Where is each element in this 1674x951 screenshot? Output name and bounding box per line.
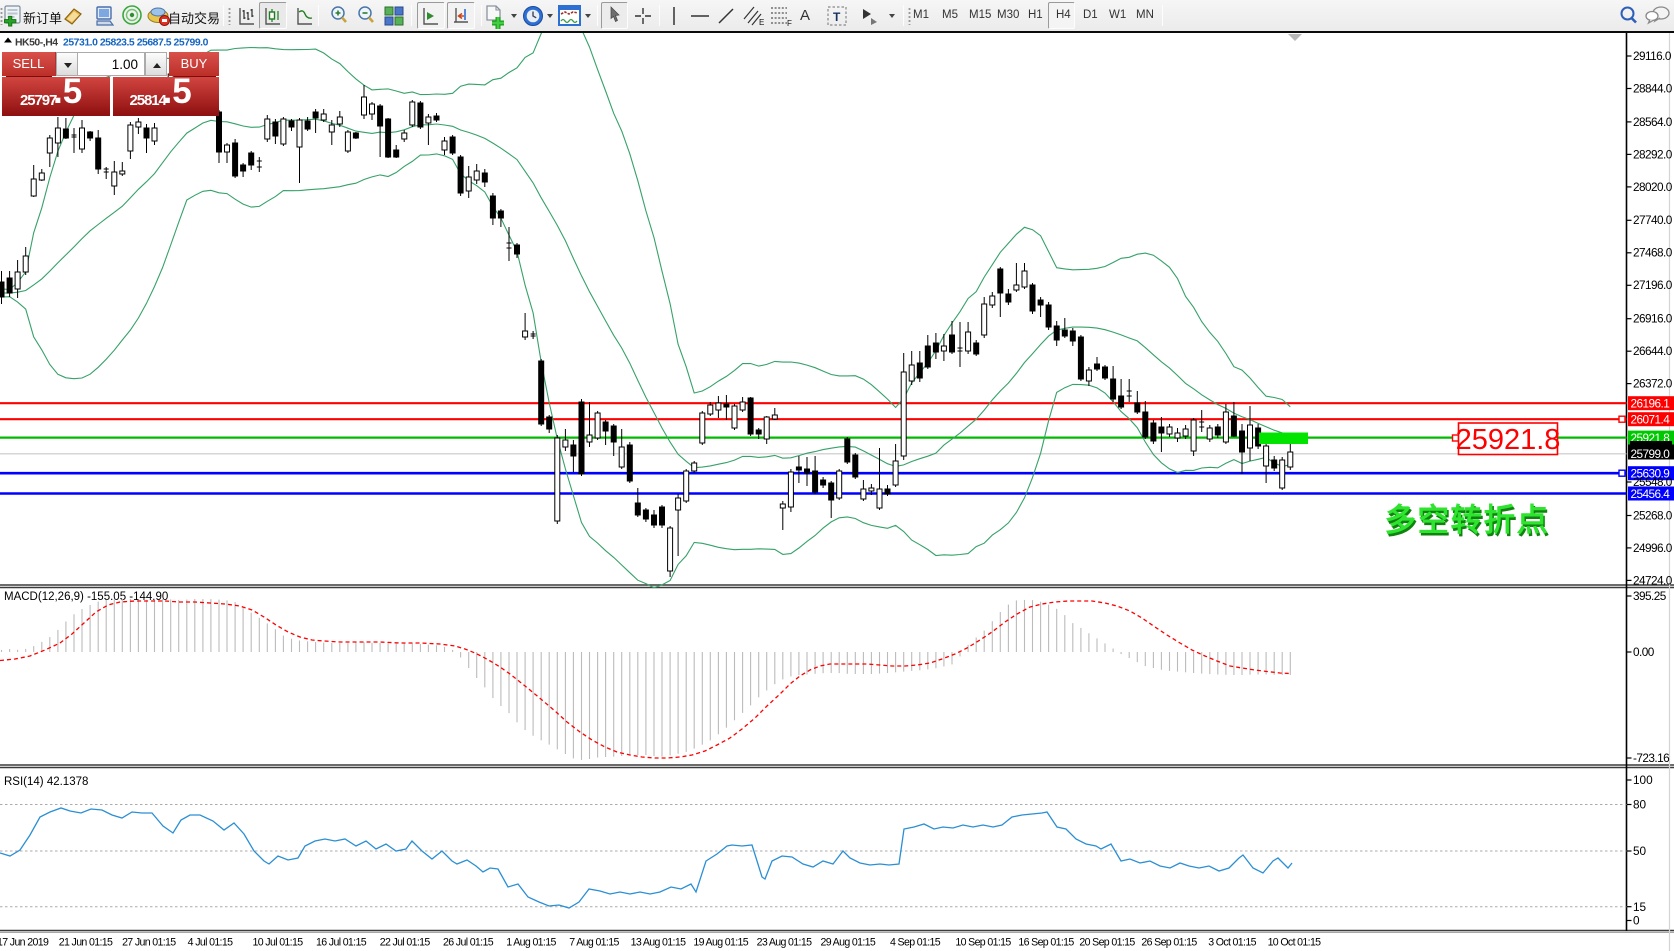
svg-text:100: 100 bbox=[1633, 773, 1653, 787]
svg-text:3 Oct 01:15: 3 Oct 01:15 bbox=[1208, 937, 1256, 949]
svg-text:23 Aug 01:15: 23 Aug 01:15 bbox=[757, 937, 812, 949]
svg-text:25630.9: 25630.9 bbox=[1631, 467, 1670, 481]
svg-text:27468.0: 27468.0 bbox=[1633, 246, 1673, 260]
svg-text:27740.0: 27740.0 bbox=[1633, 213, 1673, 227]
svg-text:25268.0: 25268.0 bbox=[1633, 508, 1673, 522]
svg-text:多空转折点: 多空转折点 bbox=[1385, 502, 1550, 538]
svg-text:1 Aug 01:15: 1 Aug 01:15 bbox=[506, 937, 556, 949]
svg-text:10 Jul 01:15: 10 Jul 01:15 bbox=[253, 937, 304, 949]
svg-text:4 Jul 01:15: 4 Jul 01:15 bbox=[188, 937, 233, 949]
svg-text:15: 15 bbox=[1633, 900, 1647, 914]
svg-text:29116.0: 29116.0 bbox=[1633, 49, 1672, 63]
svg-text:26372.0: 26372.0 bbox=[1633, 377, 1673, 391]
svg-text:0: 0 bbox=[1633, 914, 1640, 928]
svg-text:24724.0: 24724.0 bbox=[1633, 573, 1673, 587]
svg-text:0.00: 0.00 bbox=[1633, 645, 1655, 659]
svg-text:26 Sep 01:15: 26 Sep 01:15 bbox=[1141, 937, 1197, 949]
svg-text:25456.4: 25456.4 bbox=[1631, 487, 1671, 501]
svg-text:16 Jul 01:15: 16 Jul 01:15 bbox=[316, 937, 367, 949]
svg-text:HK50-,H4: HK50-,H4 bbox=[15, 37, 58, 48]
svg-text:7 Aug 01:15: 7 Aug 01:15 bbox=[569, 937, 619, 949]
svg-text:17 Jun 2019: 17 Jun 2019 bbox=[0, 937, 49, 949]
svg-text:25921.8: 25921.8 bbox=[1456, 424, 1561, 456]
svg-text:10 Sep 01:15: 10 Sep 01:15 bbox=[955, 937, 1011, 949]
svg-text:28292.0: 28292.0 bbox=[1633, 147, 1673, 161]
svg-text:F: F bbox=[787, 19, 792, 27]
svg-text:24996.0: 24996.0 bbox=[1633, 541, 1673, 555]
svg-text:26 Jul 01:15: 26 Jul 01:15 bbox=[443, 937, 494, 949]
svg-text:4 Sep 01:15: 4 Sep 01:15 bbox=[890, 937, 941, 949]
svg-text:21 Jun 01:15: 21 Jun 01:15 bbox=[59, 937, 113, 949]
svg-text:26071.4: 26071.4 bbox=[1631, 413, 1671, 427]
svg-text:-723.16: -723.16 bbox=[1633, 751, 1670, 765]
svg-text:27 Jun 01:15: 27 Jun 01:15 bbox=[122, 937, 176, 949]
svg-text:25731.0 25823.5 25687.5 25799.: 25731.0 25823.5 25687.5 25799.0 bbox=[63, 37, 209, 48]
svg-text:MACD(12,26,9) -155.05 -144.90: MACD(12,26,9) -155.05 -144.90 bbox=[4, 591, 168, 603]
svg-text:28844.0: 28844.0 bbox=[1633, 81, 1673, 95]
svg-text:13 Aug 01:15: 13 Aug 01:15 bbox=[631, 937, 686, 949]
svg-text:29 Aug 01:15: 29 Aug 01:15 bbox=[820, 937, 875, 949]
svg-text:28020.0: 28020.0 bbox=[1633, 180, 1673, 194]
svg-text:50: 50 bbox=[1633, 844, 1647, 858]
svg-text:26644.0: 26644.0 bbox=[1633, 344, 1673, 358]
svg-text:22 Jul 01:15: 22 Jul 01:15 bbox=[380, 937, 431, 949]
svg-text:RSI(14) 42.1378: RSI(14) 42.1378 bbox=[4, 776, 88, 788]
svg-text:28564.0: 28564.0 bbox=[1633, 115, 1673, 129]
svg-text:E: E bbox=[759, 18, 764, 27]
svg-text:80: 80 bbox=[1633, 798, 1647, 812]
svg-text:395.25: 395.25 bbox=[1633, 589, 1667, 603]
svg-text:20 Sep 01:15: 20 Sep 01:15 bbox=[1079, 937, 1135, 949]
svg-text:10 Oct 01:15: 10 Oct 01:15 bbox=[1268, 937, 1322, 949]
svg-text:26196.1: 26196.1 bbox=[1631, 397, 1670, 411]
svg-text:T: T bbox=[833, 10, 841, 24]
svg-text:25799.0: 25799.0 bbox=[1631, 447, 1671, 461]
svg-text:27196.0: 27196.0 bbox=[1633, 278, 1673, 292]
svg-text:16 Sep 01:15: 16 Sep 01:15 bbox=[1018, 937, 1074, 949]
svg-text:多空转折点: 多空转折点 bbox=[1386, 504, 1551, 540]
svg-text:26916.0: 26916.0 bbox=[1633, 312, 1673, 326]
svg-text:19 Aug 01:15: 19 Aug 01:15 bbox=[693, 937, 748, 949]
svg-text:25548.0: 25548.0 bbox=[1633, 475, 1673, 489]
